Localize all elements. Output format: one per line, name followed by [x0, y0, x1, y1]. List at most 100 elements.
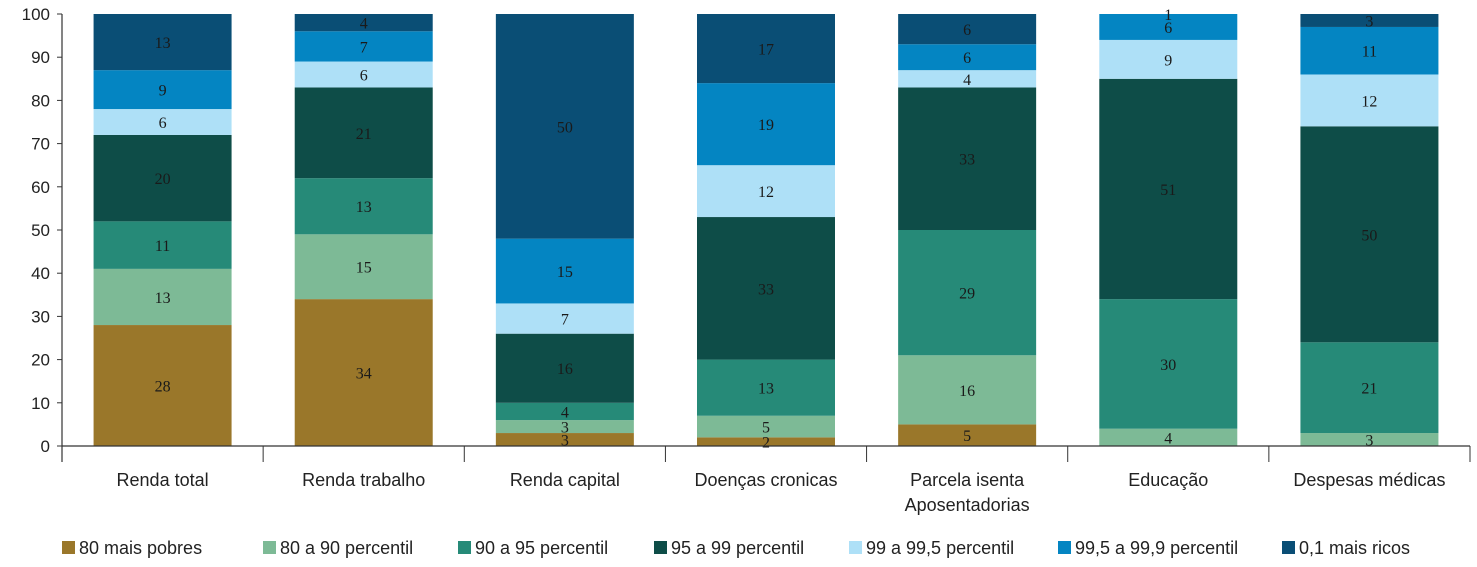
y-tick-label: 40	[31, 264, 50, 283]
bar-renda-capital-80-mais-pobres	[495, 433, 634, 446]
data-label: 15	[356, 260, 372, 277]
bar-parcela-isenta-aposentadorias-0-1-mais-ricos	[898, 14, 1037, 45]
y-tick-label: 90	[31, 48, 50, 67]
data-label: 13	[758, 381, 774, 398]
legend-label-95-a-99-percentil: 95 a 99 percentil	[671, 538, 804, 558]
data-label: 3	[1365, 13, 1373, 30]
data-label: 4	[963, 72, 971, 89]
bar-renda-total-95-a-99-percentil	[93, 134, 232, 222]
data-label: 16	[557, 361, 573, 378]
data-label: 13	[155, 35, 171, 52]
data-label: 50	[557, 119, 573, 136]
bar-parcela-isenta-aposentadorias-95-a-99-percentil	[898, 87, 1037, 230]
bar-renda-trabalho-95-a-99-percentil	[294, 87, 433, 179]
bar-despesas-medicas-99-5-a-99-9-percentil	[1300, 26, 1439, 75]
data-label: 7	[561, 312, 569, 329]
y-tick-label: 80	[31, 91, 50, 110]
bar-renda-total-80-a-90-percentil	[93, 268, 232, 326]
bar-educacao-80-a-90-percentil	[1099, 428, 1238, 446]
data-label: 2	[762, 435, 770, 452]
bar-educacao-99-5-a-99-9-percentil	[1099, 14, 1238, 40]
data-label: 6	[159, 115, 167, 132]
y-tick-label: 70	[31, 135, 50, 154]
data-label: 12	[1361, 93, 1377, 110]
data-label: 9	[1164, 52, 1172, 69]
bar-renda-trabalho-90-a-95-percentil	[294, 178, 433, 235]
bar-parcela-isenta-aposentadorias-99-a-99-5-percentil	[898, 70, 1037, 88]
y-tick-label: 100	[22, 5, 50, 24]
data-label: 13	[356, 199, 372, 216]
data-label: 29	[959, 286, 975, 303]
data-label: 5	[762, 420, 770, 437]
legend-swatch-80-mais-pobres	[62, 541, 75, 554]
data-label: 5	[963, 428, 971, 445]
data-label: 20	[155, 171, 171, 188]
bar-doencas-cronicas-80-mais-pobres	[697, 437, 835, 446]
data-label: 13	[155, 290, 171, 307]
data-label: 51	[1160, 182, 1176, 199]
bar-renda-trabalho-99-5-a-99-9-percentil	[294, 31, 433, 62]
data-label: 3	[561, 433, 569, 450]
bar-renda-capital-0-1-mais-ricos	[495, 14, 634, 239]
legend-label-99-5-a-99-9-percentil: 99,5 a 99,9 percentil	[1075, 538, 1238, 558]
data-label: 11	[1362, 44, 1377, 61]
bar-educacao-95-a-99-percentil	[1099, 78, 1238, 300]
x-tick-label-parcela-isenta-aposentadorias: Parcela isenta Aposentadorias	[905, 470, 1030, 515]
legend-swatch-95-a-99-percentil	[654, 541, 667, 554]
bar-doencas-cronicas-99-a-99-5-percentil	[697, 165, 835, 218]
x-tick-label-educacao: Educação	[1128, 470, 1208, 490]
bar-despesas-medicas-99-a-99-5-percentil	[1300, 74, 1439, 127]
data-label: 12	[758, 184, 774, 201]
data-label: 9	[159, 83, 167, 100]
bar-renda-total-90-a-95-percentil	[93, 221, 232, 269]
data-label: 6	[963, 50, 971, 67]
bar-renda-total-0-1-mais-ricos	[93, 14, 232, 71]
data-label: 16	[959, 383, 975, 400]
data-label: 33	[959, 152, 975, 169]
legend-swatch-0-1-mais-ricos	[1282, 541, 1295, 554]
y-tick-label: 60	[31, 178, 50, 197]
data-label: 17	[758, 42, 774, 59]
bar-renda-trabalho-80-mais-pobres	[294, 299, 433, 446]
x-tick-label-despesas-medicas: Despesas médicas	[1293, 470, 1445, 490]
y-tick-label: 50	[31, 221, 50, 240]
legend-label-99-a-99-5-percentil: 99 a 99,5 percentil	[866, 538, 1014, 558]
x-tick-label-doencas-cronicas: Doenças cronicas	[694, 470, 837, 490]
legend-label-80-mais-pobres: 80 mais pobres	[79, 538, 202, 558]
data-label: 6	[963, 22, 971, 39]
bar-renda-capital-95-a-99-percentil	[495, 333, 634, 403]
bar-parcela-isenta-aposentadorias-80-mais-pobres	[898, 424, 1037, 446]
y-tick-label: 0	[41, 437, 50, 456]
legend-swatch-99-5-a-99-9-percentil	[1058, 541, 1071, 554]
data-label: 4	[561, 404, 569, 421]
data-label: 50	[1361, 227, 1377, 244]
data-label: 11	[155, 238, 170, 255]
bar-doencas-cronicas-95-a-99-percentil	[697, 217, 835, 360]
bar-renda-total-99-5-a-99-9-percentil	[93, 70, 232, 110]
data-label: 21	[1361, 381, 1377, 398]
legend-swatch-90-a-95-percentil	[458, 541, 471, 554]
axes-layer: 0 10 20 30 40 50 60 70 80 90 100 Renda total Renda t…	[22, 5, 1471, 515]
bar-renda-capital-99-a-99-5-percentil	[495, 303, 634, 334]
data-label: 3	[561, 420, 569, 437]
bar-doencas-cronicas-0-1-mais-ricos	[697, 14, 835, 84]
data-label: 6	[1164, 20, 1172, 37]
legend-swatch-80-a-90-percentil	[263, 541, 276, 554]
data-label: 1	[1164, 7, 1172, 24]
data-label: 28	[155, 379, 171, 396]
x-tick-label-renda-trabalho: Renda trabalho	[302, 470, 425, 490]
data-label: 4	[1164, 430, 1172, 447]
data-labels-layer: 2813112069133415132167433416715502513331…	[155, 7, 1378, 452]
bar-renda-trabalho-80-a-90-percentil	[294, 234, 433, 300]
x-tick-label-renda-total: Renda total	[117, 470, 209, 490]
data-label: 4	[360, 16, 368, 33]
data-label: 6	[360, 67, 368, 84]
bar-renda-capital-80-a-90-percentil	[495, 420, 634, 434]
bar-educacao-90-a-95-percentil	[1099, 299, 1238, 429]
legend-swatch-99-a-99-5-percentil	[849, 541, 862, 554]
bars-layer	[93, 14, 1439, 446]
legend-label-80-a-90-percentil: 80 a 90 percentil	[280, 538, 413, 558]
bar-educacao-99-a-99-5-percentil	[1099, 39, 1238, 79]
y-tick-label: 10	[31, 394, 50, 413]
data-label: 3	[1365, 433, 1373, 450]
